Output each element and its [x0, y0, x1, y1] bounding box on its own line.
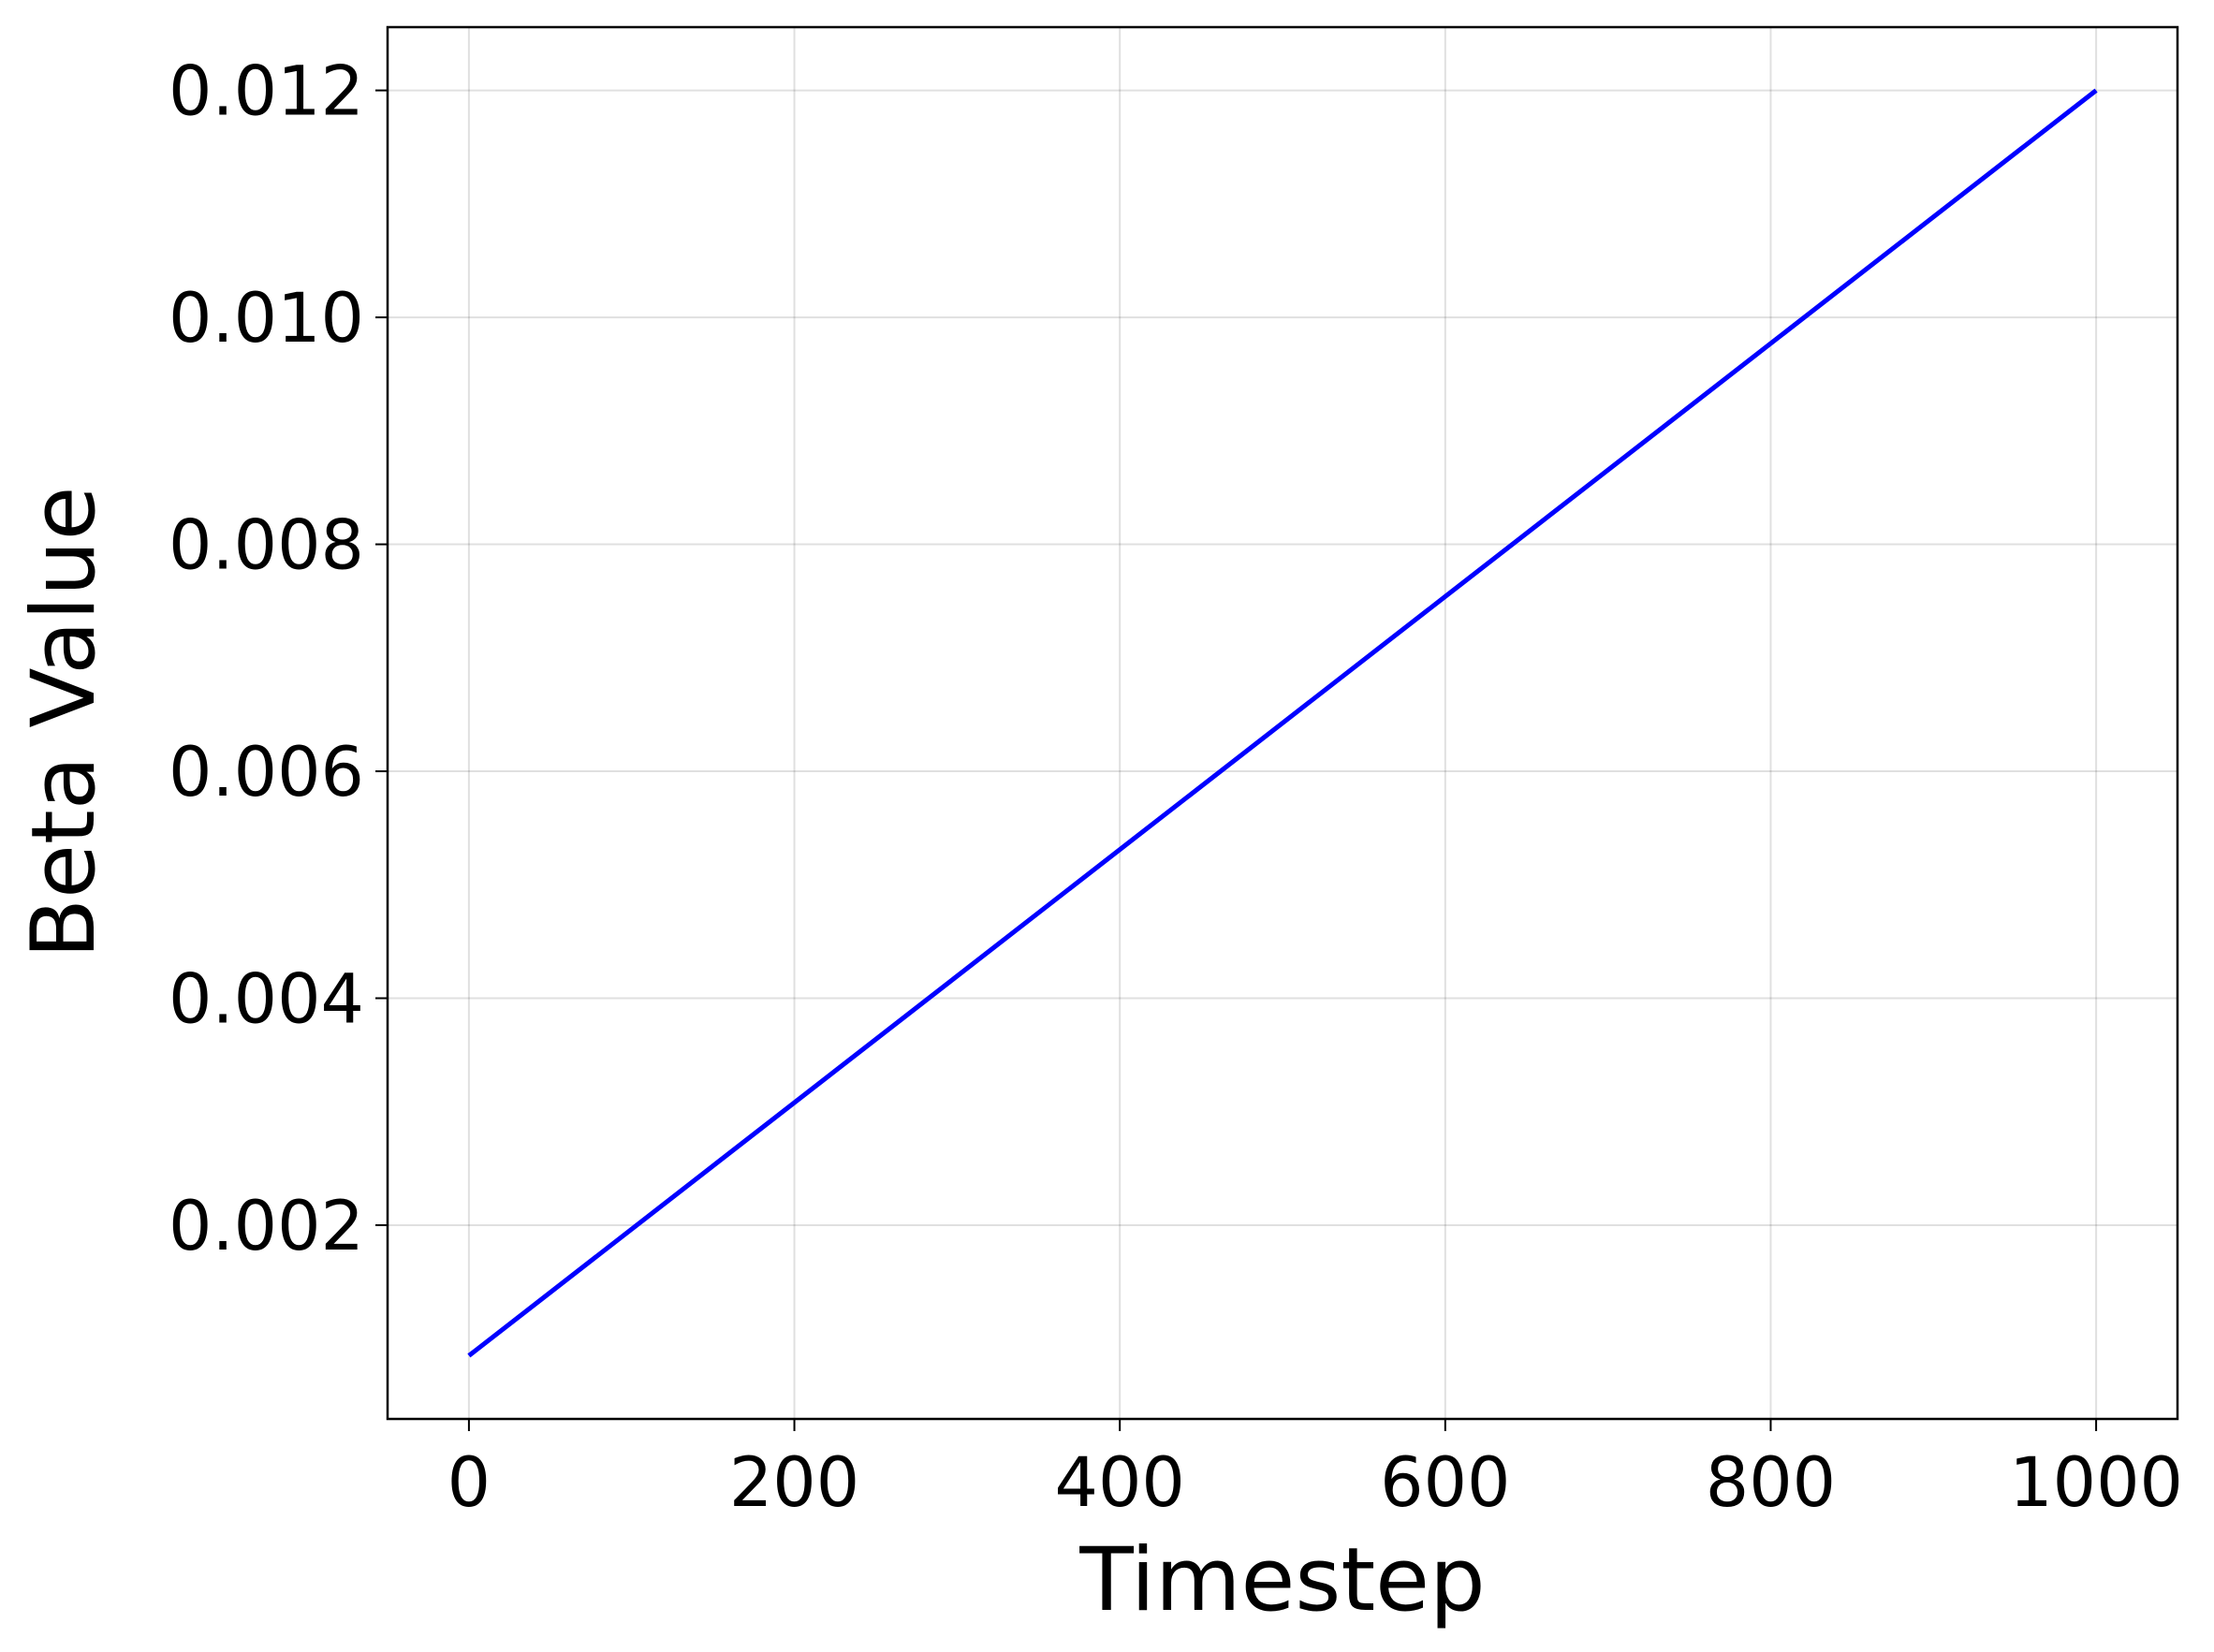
x-tick-label: 400 — [1055, 1443, 1185, 1523]
x-axis-label: Timestep — [1078, 1529, 1485, 1631]
x-tick-label: 200 — [729, 1443, 859, 1523]
y-tick-label: 0.002 — [169, 1187, 364, 1266]
line — [467, 88, 2098, 1358]
x-tick-label: 1000 — [2009, 1443, 2183, 1523]
y-tick-label: 0.004 — [169, 960, 364, 1040]
y-tick-label: 0.012 — [169, 52, 364, 132]
x-tick-label: 600 — [1380, 1443, 1510, 1523]
x-tick-label: 0 — [447, 1443, 491, 1523]
x-tick-label: 800 — [1706, 1443, 1836, 1523]
y-tick-label: 0.006 — [169, 733, 364, 812]
y-tick-label: 0.008 — [169, 506, 364, 586]
y-tick-label: 0.010 — [169, 279, 364, 358]
y-axis-label: Beta Value — [13, 487, 115, 959]
plot-frame — [386, 25, 2179, 1421]
